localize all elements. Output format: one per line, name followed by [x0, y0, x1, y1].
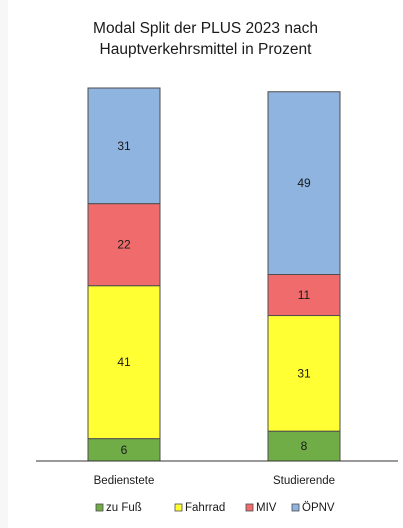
bar-segment-bedienstete-1 [87, 285, 161, 440]
bar-segment-studierende-2 [267, 274, 341, 317]
legend-label-0: zu Fuß [106, 502, 142, 514]
category-label-bedienstete: Bedienstete [94, 475, 155, 487]
bar-segment-bedienstete-2 [87, 203, 161, 287]
category-label-studierende: Studierende [273, 475, 335, 487]
legend-label-3: ÖPNV [302, 502, 335, 514]
chart-title: Modal Split der PLUS 2023 nach Hauptverk… [8, 18, 403, 60]
legend-swatch-0 [95, 503, 104, 512]
data-label-bedienstete-0: 6 [121, 443, 128, 457]
data-label-bedienstete-1: 41 [117, 355, 131, 369]
legend-swatch-1 [174, 503, 183, 512]
legend-label-2: MIV [256, 502, 277, 514]
chart-title-line-2: Hauptverkehrsmittel in Prozent [99, 41, 312, 58]
data-label-studierende-1: 31 [297, 366, 311, 380]
data-label-studierende-2: 11 [298, 288, 311, 302]
legend-label-1: Fahrrad [185, 502, 225, 514]
bar-segment-studierende-1 [267, 315, 341, 432]
data-label-bedienstete-3: 31 [117, 139, 131, 153]
data-label-studierende-0: 8 [301, 439, 308, 453]
legend-swatch-2 [245, 503, 254, 512]
bar-segment-studierende-3 [267, 91, 341, 276]
data-label-bedienstete-2: 22 [117, 238, 131, 252]
chart-title-line-1: Modal Split der PLUS 2023 nach [93, 20, 318, 37]
bar-segment-bedienstete-3 [87, 87, 161, 205]
legend-swatch-3 [291, 503, 300, 512]
data-label-studierende-3: 49 [297, 176, 311, 190]
